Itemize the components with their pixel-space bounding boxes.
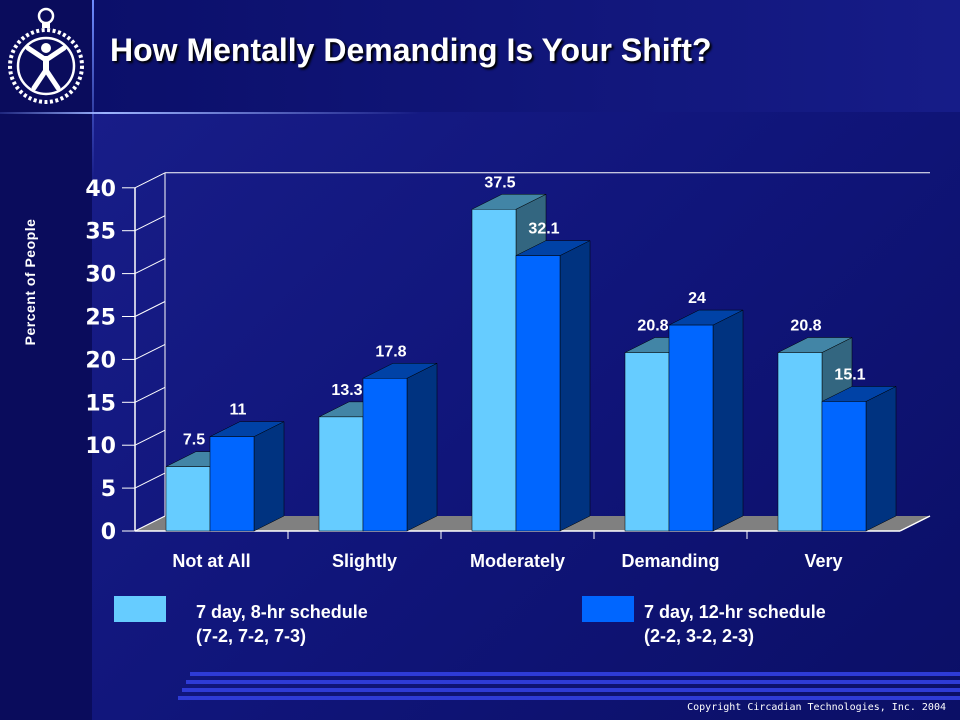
bar-12hr-slightly xyxy=(362,378,408,532)
bar-8hr-not-at-all xyxy=(165,466,211,532)
bar-side-face xyxy=(559,240,591,532)
data-label: 13.3 xyxy=(331,382,362,399)
data-label: 11 xyxy=(230,402,247,419)
legend-label-8hr: 7 day, 8-hr schedule (7-2, 7-2, 7-3) xyxy=(196,600,368,648)
legend-label-12hr: 7 day, 12-hr schedule (2-2, 3-2, 2-3) xyxy=(644,600,826,648)
data-label: 32.1 xyxy=(528,221,559,238)
y-tick-depth-line xyxy=(134,215,166,232)
title-band xyxy=(92,0,960,112)
accent-vertical-line xyxy=(92,0,94,180)
x-category-label: Not at All xyxy=(172,551,250,571)
y-tick-label: 10 xyxy=(85,434,116,459)
y-tick-label: 40 xyxy=(85,177,116,202)
bar-12hr-demanding xyxy=(668,324,714,532)
bar-8hr-demanding xyxy=(624,352,670,532)
data-label: 15.1 xyxy=(834,366,865,383)
page-title: How Mentally Demanding Is Your Shift? xyxy=(110,32,712,68)
y-tick-label: 5 xyxy=(101,477,116,502)
data-label: 20.8 xyxy=(790,318,821,335)
legend-label-12hr-line2: (2-2, 3-2, 2-3) xyxy=(644,626,755,646)
y-tick-label: 30 xyxy=(85,263,116,288)
bar-12hr-moderately xyxy=(515,255,561,532)
y-tick-label: 20 xyxy=(85,348,116,373)
y-tick-depth-line xyxy=(134,258,166,275)
bar-side-face xyxy=(865,386,897,532)
y-tick-depth-line xyxy=(134,172,166,189)
legend-label-8hr-line1: 7 day, 8-hr schedule xyxy=(196,602,368,622)
y-tick-label: 15 xyxy=(85,391,116,416)
data-label: 20.8 xyxy=(637,318,668,335)
decorative-stripes xyxy=(178,672,960,706)
x-category-label: Slightly xyxy=(332,551,397,571)
left-band xyxy=(0,0,92,720)
data-label: 17.8 xyxy=(375,343,406,360)
y-tick-label: 35 xyxy=(85,220,116,245)
bar-side-face xyxy=(253,421,285,532)
legend-swatch-8hr xyxy=(114,596,166,622)
y-tick-label: 25 xyxy=(85,306,116,331)
legend-label-12hr-line1: 7 day, 12-hr schedule xyxy=(644,602,826,622)
bar-side-face xyxy=(406,362,438,532)
stopwatch-person-logo-icon xyxy=(8,7,84,104)
data-label: 37.5 xyxy=(484,174,515,191)
y-tick-depth-line xyxy=(134,515,166,532)
y-tick-label: 0 xyxy=(101,520,116,545)
data-label: 24 xyxy=(688,290,706,307)
bar-8hr-slightly xyxy=(318,416,364,532)
y-tick-depth-line xyxy=(134,301,166,317)
bar-12hr-not-at-all xyxy=(209,436,255,532)
x-category-label: Moderately xyxy=(470,551,565,571)
y-tick-depth-line xyxy=(134,386,166,403)
x-axis-depth-line xyxy=(899,515,931,532)
copyright-text: Copyright Circadian Technologies, Inc. 2… xyxy=(687,702,946,713)
x-category-label: Demanding xyxy=(621,551,719,571)
y-tick-depth-line xyxy=(134,343,166,360)
legend-swatch-12hr xyxy=(582,596,634,622)
bar-chart: 0 5 10 15 20 25 30 35 40 7.5 11 Not at All 13.3 17.8 S… xyxy=(85,172,931,571)
bar-12hr-very xyxy=(821,401,867,532)
y-tick-depth-line xyxy=(134,472,166,489)
y-tick-depth-line xyxy=(134,429,166,446)
bar-8hr-moderately xyxy=(471,209,517,532)
bar-8hr-very xyxy=(777,352,823,532)
bar-side-face xyxy=(712,309,744,532)
legend-label-8hr-line2: (7-2, 7-2, 7-3) xyxy=(196,626,307,646)
data-label: 7.5 xyxy=(183,432,205,449)
accent-horizontal-line xyxy=(0,112,420,114)
x-category-label: Very xyxy=(804,551,842,571)
